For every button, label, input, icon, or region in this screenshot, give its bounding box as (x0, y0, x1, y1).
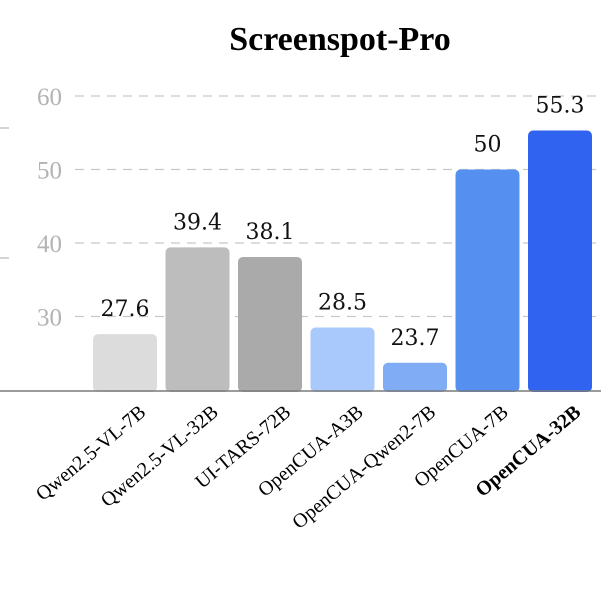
data-label: 39.4 (173, 210, 222, 235)
data-label: 23.7 (391, 326, 440, 351)
data-label: 28.5 (318, 291, 367, 316)
x-axis-labels: Qwen2.5-VL-7BQwen2.5-VL-32BUI-TARS-72BOp… (32, 401, 585, 534)
bar-opencua-qwen2-7b (383, 362, 447, 392)
data-label: 50 (474, 133, 502, 158)
bar-opencua-7b (455, 169, 520, 392)
bar-ui-tars-72b (238, 256, 302, 392)
chart-title: Screenspot-Pro (229, 21, 451, 58)
bar-qwen2-5-vl-32b (165, 247, 230, 392)
data-label: 38.1 (246, 220, 295, 245)
y-tick-label: 40 (37, 231, 62, 258)
data-label: 27.6 (101, 297, 150, 322)
data-label: 55.3 (536, 94, 585, 119)
y-axis-ticks: 30 40 50 60 (37, 84, 62, 332)
bars (93, 130, 592, 393)
data-labels: 27.6 39.4 38.1 28.5 23.7 50 55.3 (101, 94, 585, 351)
bar-opencua-32b (528, 130, 592, 393)
y-tick-label: 30 (37, 305, 62, 332)
bar-opencua-a3b (310, 327, 375, 392)
y-tick-label: 60 (37, 84, 62, 111)
x-tick-label: OpenCUA-Qwen2-7B (288, 401, 440, 534)
y-tick-label: 50 (37, 158, 62, 185)
bar-qwen2-5-vl-7b (93, 334, 157, 392)
